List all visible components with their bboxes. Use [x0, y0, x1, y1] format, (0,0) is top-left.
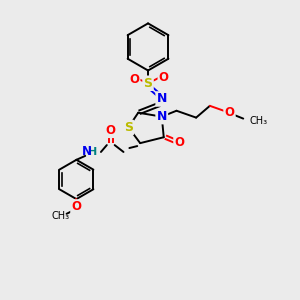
Text: O: O: [224, 106, 235, 119]
Text: N: N: [82, 146, 92, 158]
Text: H: H: [88, 147, 98, 157]
Text: O: O: [174, 136, 184, 148]
Text: S: S: [124, 121, 133, 134]
Text: N: N: [157, 110, 167, 123]
Text: S: S: [143, 77, 152, 90]
Text: O: O: [71, 200, 81, 213]
Text: CH₃: CH₃: [52, 211, 70, 221]
Text: N: N: [157, 92, 167, 106]
Text: O: O: [106, 124, 116, 137]
Text: CH₃: CH₃: [249, 116, 267, 126]
Text: O: O: [159, 71, 169, 84]
Text: O: O: [129, 73, 139, 86]
